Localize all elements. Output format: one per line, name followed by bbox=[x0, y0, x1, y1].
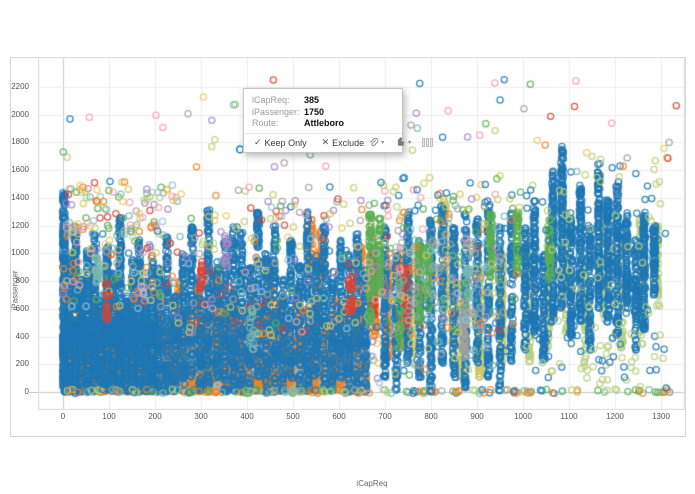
x-tick-label: 100 bbox=[102, 412, 116, 421]
x-tick-label: 600 bbox=[332, 412, 346, 421]
tooltip-row: iPassenger: 1750 bbox=[252, 107, 394, 119]
paperclip-icon bbox=[370, 137, 379, 147]
tooltip-command-bar: ✓ Keep Only ✕ Exclude ▾ ▾ bbox=[244, 132, 434, 152]
x-tick-label: 1000 bbox=[514, 412, 532, 421]
y-tick-label: 2200 bbox=[11, 82, 29, 91]
y-tick-label: 1600 bbox=[11, 165, 29, 175]
tooltip-field-value: 385 bbox=[304, 95, 320, 105]
x-tick-label: 900 bbox=[470, 412, 484, 421]
tooltip-row: iCapReq: 385 bbox=[252, 95, 394, 107]
x-tick-label: 1300 bbox=[652, 412, 670, 421]
x-icon: ✕ bbox=[321, 137, 330, 147]
tooltip-field-value: 1750 bbox=[304, 106, 325, 117]
x-tick-label: 300 bbox=[194, 412, 208, 421]
keep-only-label: Keep Only bbox=[264, 137, 307, 148]
x-tick-label: 800 bbox=[424, 412, 438, 421]
x-tick-label: 700 bbox=[378, 412, 392, 421]
y-tick-label: 600 bbox=[15, 303, 29, 313]
tooltip-field-label: Route: bbox=[252, 118, 279, 128]
y-tick-label: 1000 bbox=[11, 248, 29, 258]
y-tick-label: 1200 bbox=[11, 220, 29, 230]
tooltip-field-label: iCapReq: bbox=[252, 95, 290, 105]
y-tick-label: 800 bbox=[15, 276, 29, 286]
y-tick-label: 0 bbox=[24, 387, 29, 396]
tooltip-field-value: Attleboro bbox=[304, 118, 344, 128]
y-tick-label: 400 bbox=[15, 331, 29, 341]
checkmark-icon: ✓ bbox=[254, 137, 262, 147]
x-tick-label: 400 bbox=[240, 412, 254, 421]
tag-icon bbox=[398, 137, 404, 146]
exclude-button[interactable]: ✕ Exclude bbox=[318, 138, 369, 148]
x-tick-label: 1200 bbox=[606, 412, 624, 421]
y-tick-label: 2000 bbox=[11, 109, 29, 119]
x-axis-title: iCapReq bbox=[356, 479, 388, 488]
view-data-button[interactable] bbox=[422, 138, 434, 147]
attach-menu-button[interactable]: ▾ bbox=[368, 137, 384, 148]
y-zero-axis-tick bbox=[28, 392, 38, 393]
y-tick-label: 1800 bbox=[11, 137, 29, 147]
tooltip-row: Route: Attleboro bbox=[252, 118, 394, 130]
tooltip-field-label: iPassenger: bbox=[252, 106, 300, 117]
paperclip-dropdown-caret: ▾ bbox=[381, 140, 385, 146]
exclude-label: Exclude bbox=[332, 137, 365, 148]
x-tick-label: 0 bbox=[60, 412, 66, 421]
y-tick-label: 1400 bbox=[11, 192, 29, 202]
tooltip-rows: iCapReq: 385 iPassenger: 1750 Route: Attlebor… bbox=[244, 89, 402, 133]
tooltip: iCapReq: 385 iPassenger: 1750 Route: Attlebor… bbox=[243, 88, 434, 153]
x-tick-label: 500 bbox=[286, 412, 300, 421]
view-data-grid-icon bbox=[422, 138, 434, 147]
x-tick-label: 200 bbox=[148, 412, 162, 421]
y-tick-label: 200 bbox=[15, 359, 29, 369]
keep-only-button[interactable]: ✓ Keep Only bbox=[250, 138, 311, 148]
x-tick-label: 1100 bbox=[560, 412, 578, 421]
tag-menu-button[interactable]: ▾ bbox=[395, 137, 411, 148]
tag-dropdown-caret: ▾ bbox=[408, 140, 412, 146]
